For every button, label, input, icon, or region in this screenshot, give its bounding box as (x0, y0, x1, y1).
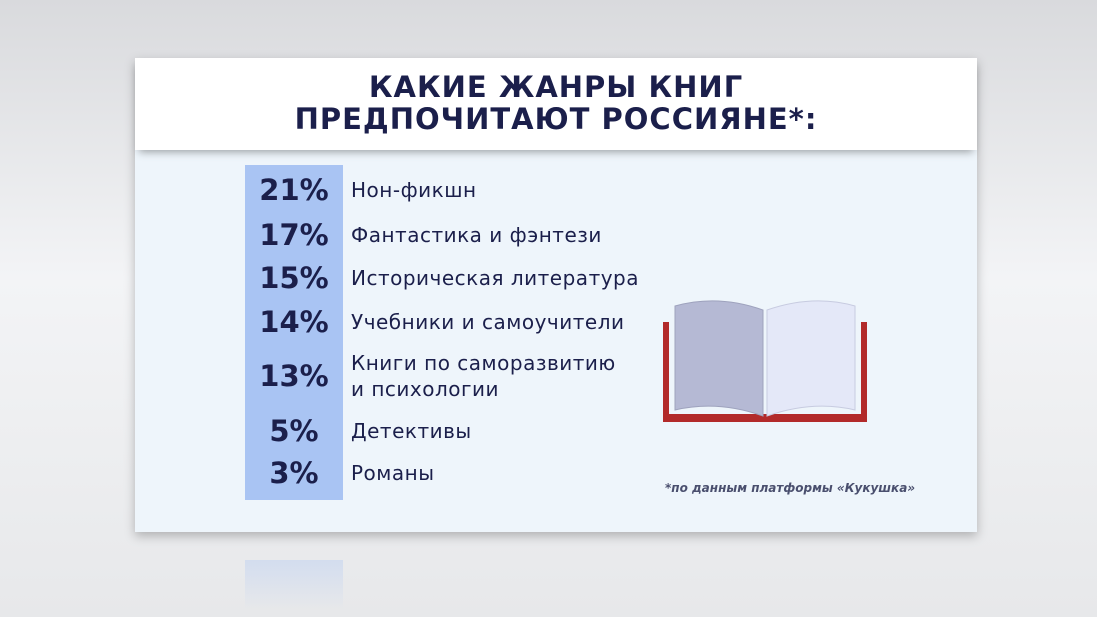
percent: 17% (259, 218, 329, 252)
percent: 5% (269, 414, 319, 448)
reflection (245, 560, 343, 610)
genre-label: Романы (351, 461, 435, 485)
percent: 14% (259, 305, 329, 339)
genre-label: Историческая литература (351, 266, 640, 290)
percent: 3% (269, 456, 319, 490)
genre-label: Нон-фикшн (351, 178, 477, 202)
percent: 21% (259, 173, 329, 207)
header: КАКИЕ ЖАНРЫ КНИГ ПРЕДПОЧИТАЮТ РОССИЯНЕ*: (135, 58, 977, 150)
title-line: КАКИЕ ЖАНРЫ КНИГ (368, 70, 744, 104)
genre-label: Учебники и самоучители (351, 310, 625, 334)
genre-label: Детективы (351, 419, 472, 443)
percent-column (245, 165, 343, 500)
genre-label: Книги по саморазвитию и психологии (351, 351, 616, 401)
book-icon (663, 300, 867, 422)
percent: 13% (259, 359, 329, 393)
footnote: *по данным платформы «Кукушка» (665, 481, 916, 495)
percent: 15% (259, 261, 329, 295)
card: КАКИЕ ЖАНРЫ КНИГ ПРЕДПОЧИТАЮТ РОССИЯНЕ*:… (135, 58, 977, 532)
genre-label: Фантастика и фэнтези (351, 223, 602, 247)
title-line: ПРЕДПОЧИТАЮТ РОССИЯНЕ*: (294, 102, 818, 136)
